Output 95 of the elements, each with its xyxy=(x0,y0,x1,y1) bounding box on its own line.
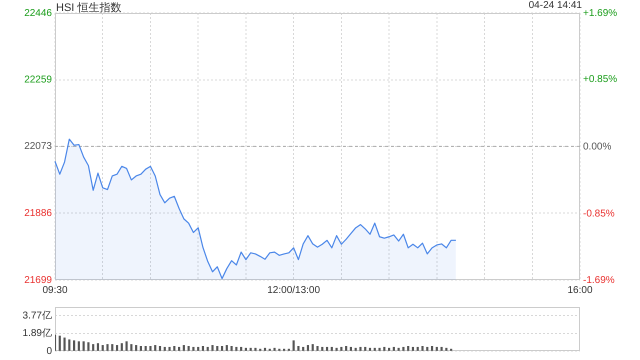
bar xyxy=(392,346,395,351)
bar xyxy=(106,344,109,351)
y-tick-label: 0 xyxy=(46,346,52,357)
bar xyxy=(58,336,61,351)
y-tick-label: 1.89亿 xyxy=(22,328,52,340)
bar xyxy=(197,346,200,351)
bar xyxy=(302,346,304,351)
bar xyxy=(240,346,242,351)
bar xyxy=(182,345,185,351)
bar xyxy=(164,346,166,351)
bar xyxy=(250,348,252,351)
y-tick-label: 22446 xyxy=(24,8,52,19)
bar xyxy=(96,343,100,351)
bar xyxy=(126,341,128,351)
bar xyxy=(364,346,366,351)
bar xyxy=(330,346,333,351)
bar xyxy=(388,348,390,351)
x-tick-label: 12:00/13:00 xyxy=(267,284,320,296)
chart-title: HSI 恒生指数 xyxy=(56,1,122,15)
bar xyxy=(206,346,209,351)
bar xyxy=(192,346,194,351)
bar xyxy=(326,346,328,351)
bar xyxy=(426,346,428,351)
bar xyxy=(220,346,224,351)
bar xyxy=(378,348,381,351)
bar xyxy=(230,346,233,351)
bar xyxy=(312,344,314,351)
x-tick-label: 16:00 xyxy=(567,284,593,296)
bar xyxy=(430,346,434,351)
y-tick-label: 22259 xyxy=(24,74,52,86)
bar xyxy=(82,341,85,351)
y2-tick-label: -1.69% xyxy=(583,274,615,286)
bar xyxy=(350,346,352,351)
bar xyxy=(154,345,156,351)
y2-tick-label: 0.00% xyxy=(583,141,612,152)
bar xyxy=(254,348,257,351)
bar xyxy=(402,346,404,351)
bar xyxy=(292,340,295,351)
bar xyxy=(226,345,228,351)
bar xyxy=(140,346,142,351)
bar xyxy=(63,338,66,351)
bar xyxy=(273,348,276,351)
bar xyxy=(264,348,266,351)
y-tick-label: 22073 xyxy=(24,141,52,152)
y2-tick-label: +0.85% xyxy=(583,74,618,86)
bar xyxy=(321,346,324,351)
y-tick-label: 21699 xyxy=(24,274,52,286)
bar xyxy=(130,344,132,351)
bar xyxy=(412,346,414,351)
text: 04-24 14:41 xyxy=(528,0,582,11)
x-tick-label: 09:30 xyxy=(42,284,68,296)
bar xyxy=(407,346,410,351)
bar xyxy=(102,345,104,351)
bar xyxy=(87,342,90,351)
bar xyxy=(345,346,348,351)
bar xyxy=(244,348,247,351)
bar xyxy=(316,346,319,351)
bar xyxy=(116,345,118,351)
bar xyxy=(78,341,80,351)
bar xyxy=(359,346,362,351)
bar xyxy=(202,346,204,351)
bar xyxy=(111,344,114,351)
bar xyxy=(158,346,162,351)
bar xyxy=(235,346,238,351)
y-tick-label: 3.77亿 xyxy=(22,310,52,322)
bar xyxy=(383,346,386,351)
bar xyxy=(416,346,419,351)
bar xyxy=(120,343,123,351)
bar xyxy=(73,340,76,351)
bar xyxy=(68,339,70,351)
bar xyxy=(173,346,176,351)
bar xyxy=(149,346,152,351)
bar xyxy=(445,348,448,351)
bar xyxy=(211,345,214,351)
y2-tick-label: -0.85% xyxy=(583,208,615,220)
bar xyxy=(188,346,190,351)
y2-tick-label: +1.69% xyxy=(583,8,618,19)
bar xyxy=(398,348,400,351)
bar xyxy=(440,346,443,351)
bar xyxy=(354,348,357,351)
bar xyxy=(168,346,171,351)
bar xyxy=(178,346,180,351)
y-tick-label: 21886 xyxy=(24,208,52,219)
bar xyxy=(144,346,147,351)
bar xyxy=(374,348,376,351)
bar xyxy=(421,346,424,351)
bar xyxy=(368,348,372,351)
bar xyxy=(297,346,300,351)
bar xyxy=(336,348,338,351)
bar xyxy=(340,346,342,351)
bar xyxy=(436,346,438,351)
bar xyxy=(135,345,138,351)
bar xyxy=(216,346,218,351)
bar xyxy=(306,345,310,351)
bar xyxy=(92,344,94,351)
